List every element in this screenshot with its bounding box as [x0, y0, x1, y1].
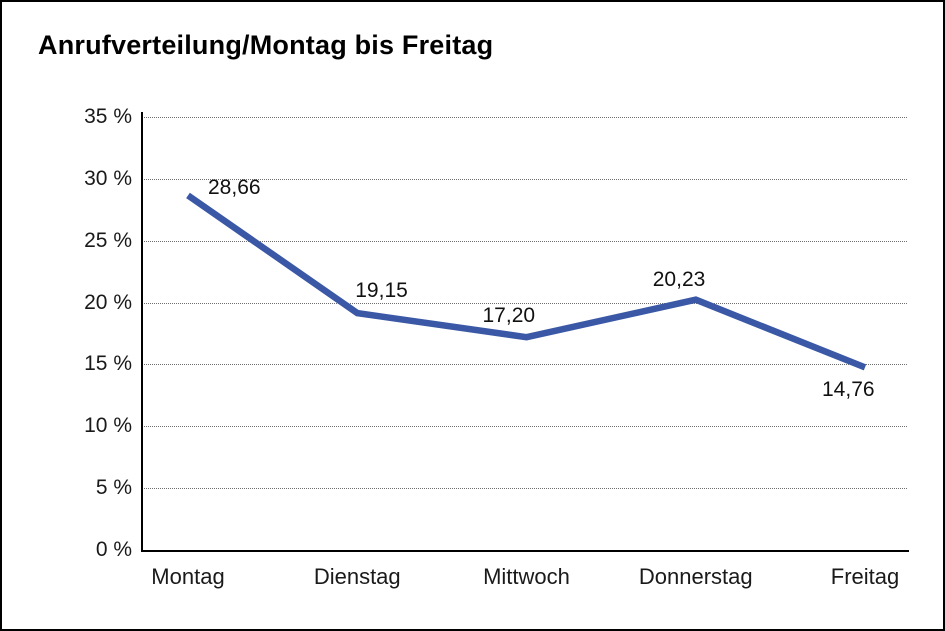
gridline [142, 117, 907, 118]
data-point-label: 19,15 [355, 279, 408, 303]
y-tick-label: 20 % [84, 290, 132, 314]
data-point-label: 28,66 [208, 176, 261, 200]
y-tick-label: 25 % [84, 228, 132, 252]
y-tick-label: 15 % [84, 352, 132, 376]
y-tick-label: 5 % [95, 476, 132, 500]
y-axis-line [141, 112, 143, 552]
gridline [142, 178, 907, 180]
x-tick-label: Montag [151, 564, 225, 589]
x-tick-label: Dienstag [313, 564, 401, 589]
gridline [142, 240, 907, 242]
x-tick-label: Mittwoch [483, 564, 570, 589]
gridline [142, 426, 907, 428]
gridline [142, 364, 907, 366]
y-tick-label: 35 % [84, 105, 132, 128]
series-line [186, 192, 867, 371]
y-tick-label: 10 % [84, 414, 132, 438]
y-tick-label: 0 % [95, 538, 132, 561]
data-point-label: 14,76 [822, 378, 875, 402]
x-tick-label: Freitag [830, 564, 900, 589]
chart-title: Anrufverteilung/Montag bis Freitag [38, 30, 494, 60]
plot-area: 28,66 19,15 17,20 20,23 14,76 [142, 117, 907, 550]
data-point-label: 20,23 [652, 267, 706, 291]
y-tick-label: 30 % [84, 166, 132, 190]
gridline [142, 488, 907, 490]
gridline [142, 302, 907, 304]
x-tick-label: Donnerstag [638, 564, 753, 589]
data-point-label: 17,20 [482, 304, 536, 328]
x-axis-line [141, 550, 909, 552]
line-series-svg [186, 192, 867, 371]
